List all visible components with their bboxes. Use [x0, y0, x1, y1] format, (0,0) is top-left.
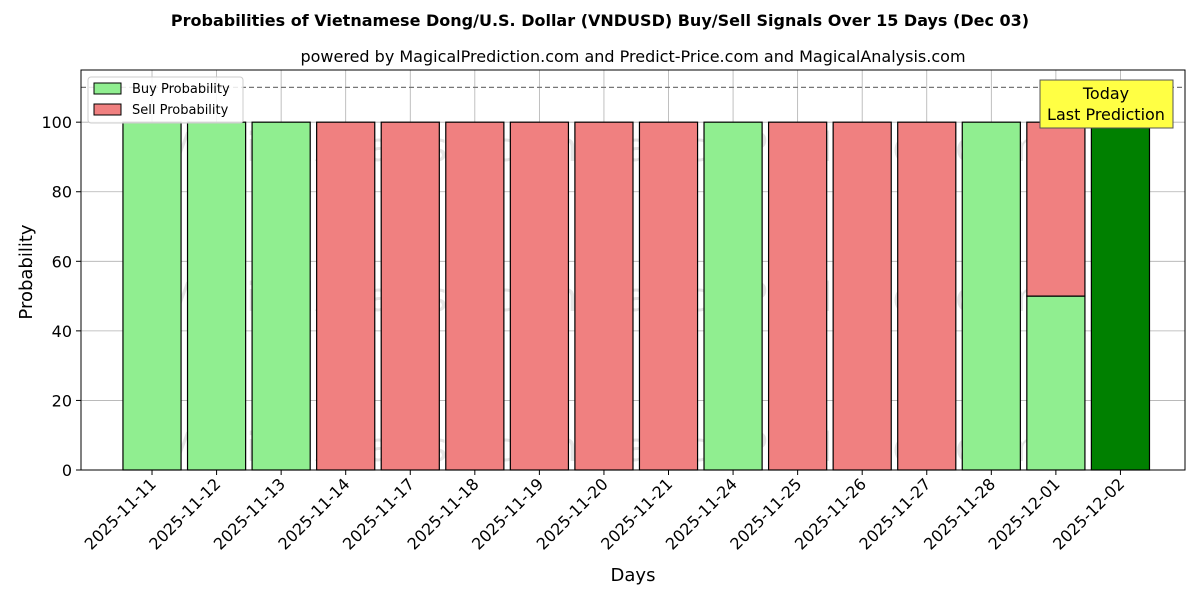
legend-label: Sell Probability	[132, 103, 229, 118]
legend-swatch	[93, 82, 122, 95]
chart-subtitle: powered by MagicalPrediction.com and Pre…	[300, 47, 965, 66]
sell-bar	[574, 121, 634, 471]
sell-bar	[638, 121, 699, 471]
sell-bar	[767, 121, 828, 471]
sell-bar	[1026, 121, 1086, 297]
y-tick-label: 20	[52, 391, 72, 410]
sell-bar	[316, 121, 376, 471]
legend: Buy Probability Sell Probability	[87, 76, 244, 124]
plot-frame	[80, 69, 1186, 471]
legend-swatch	[93, 103, 122, 116]
y-tick-label: 60	[52, 252, 72, 271]
y-tick-label: 80	[52, 183, 72, 202]
sell-bar	[509, 121, 570, 471]
buy-bar	[1090, 121, 1151, 471]
sell-bar	[897, 121, 957, 471]
sell-bar	[445, 121, 505, 471]
annotation-box	[1039, 79, 1174, 129]
y-axis-label: Probability	[16, 224, 37, 319]
y-tick-label: 0	[62, 461, 72, 480]
annotation-line-1: Today	[1082, 84, 1129, 103]
buy-bar	[122, 121, 182, 471]
buy-bar	[703, 121, 763, 471]
buy-bar	[186, 121, 247, 471]
sell-bar	[380, 121, 440, 471]
chart-title: Probabilities of Vietnamese Dong/U.S. Do…	[171, 11, 1029, 30]
y-tick-label: 40	[52, 322, 72, 341]
buy-bar	[251, 121, 311, 471]
legend-box	[87, 76, 244, 124]
bars	[122, 121, 1151, 471]
buy-bar	[1026, 295, 1086, 471]
x-axis-label: Days	[611, 565, 656, 586]
annotation-line-2: Last Prediction	[1047, 105, 1165, 124]
today-annotation: Today Last Prediction	[1039, 79, 1174, 129]
y-tick-label: 100	[41, 113, 72, 132]
sell-bar	[832, 121, 892, 471]
legend-label: Buy Probability	[132, 82, 230, 97]
buy-bar	[961, 121, 1021, 471]
